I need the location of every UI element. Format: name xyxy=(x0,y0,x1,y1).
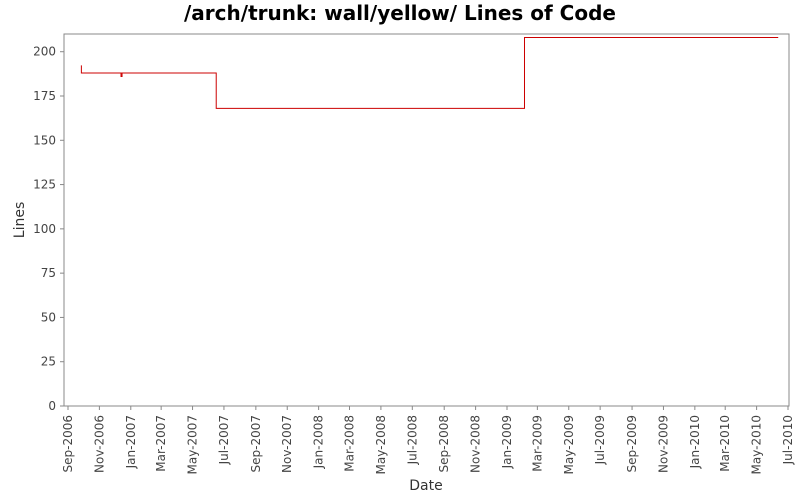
y-tick-label: 175 xyxy=(33,89,56,103)
x-tick-label: May-2008 xyxy=(374,415,388,474)
y-tick-label: 50 xyxy=(41,310,56,324)
x-tick-label: Sep-2007 xyxy=(249,415,263,473)
x-axis: Sep-2006 Nov-2006 Jan-2007 Mar-2007 May-2007… xyxy=(61,406,795,474)
y-axis-label: Lines xyxy=(12,202,28,238)
x-tick-label: Nov-2006 xyxy=(92,415,106,473)
y-tick-label: 0 xyxy=(48,399,56,413)
x-tick-label: Nov-2009 xyxy=(656,415,670,473)
y-tick-label: 200 xyxy=(33,45,56,59)
plot-area xyxy=(63,33,790,407)
x-tick-label: Mar-2008 xyxy=(343,415,357,472)
y-tick-label: 125 xyxy=(33,178,56,192)
x-tick-label: Jan-2010 xyxy=(688,415,702,469)
series-line xyxy=(80,37,779,109)
y-tick-label: 75 xyxy=(41,266,56,280)
x-tick-label: Mar-2010 xyxy=(718,415,732,472)
y-tick-label: 25 xyxy=(41,355,56,369)
x-tick-label: Sep-2006 xyxy=(61,415,75,473)
x-tick-label: Mar-2007 xyxy=(154,415,168,472)
x-tick-label: Sep-2009 xyxy=(625,415,639,473)
y-axis: 0 25 50 75 100 125 150 175 200 xyxy=(33,45,64,413)
y-tick-label: 100 xyxy=(33,222,56,236)
x-tick-label: Jul-2007 xyxy=(217,415,231,465)
x-tick-label: Jul-2009 xyxy=(593,415,607,465)
x-tick-label: May-2009 xyxy=(562,415,576,474)
x-tick-label: Jul-2008 xyxy=(405,415,419,465)
x-tick-label: May-2010 xyxy=(750,415,764,474)
x-tick-label: Nov-2007 xyxy=(280,415,294,473)
x-tick-label: Jan-2009 xyxy=(500,415,514,469)
x-tick-label: Mar-2009 xyxy=(530,415,544,472)
x-tick-label: Jul-2010 xyxy=(781,415,795,465)
x-tick-label: Nov-2008 xyxy=(469,415,483,473)
x-tick-label: Jan-2008 xyxy=(312,415,326,469)
x-tick-label: May-2007 xyxy=(186,415,200,474)
series-group xyxy=(80,37,779,109)
x-tick-label: Jan-2007 xyxy=(124,415,138,469)
x-axis-label: Date xyxy=(409,478,442,494)
y-tick-label: 150 xyxy=(33,133,56,147)
chart-title: /arch/trunk: wall/yellow/ Lines of Code xyxy=(184,1,616,25)
x-tick-label: Sep-2008 xyxy=(437,415,451,473)
